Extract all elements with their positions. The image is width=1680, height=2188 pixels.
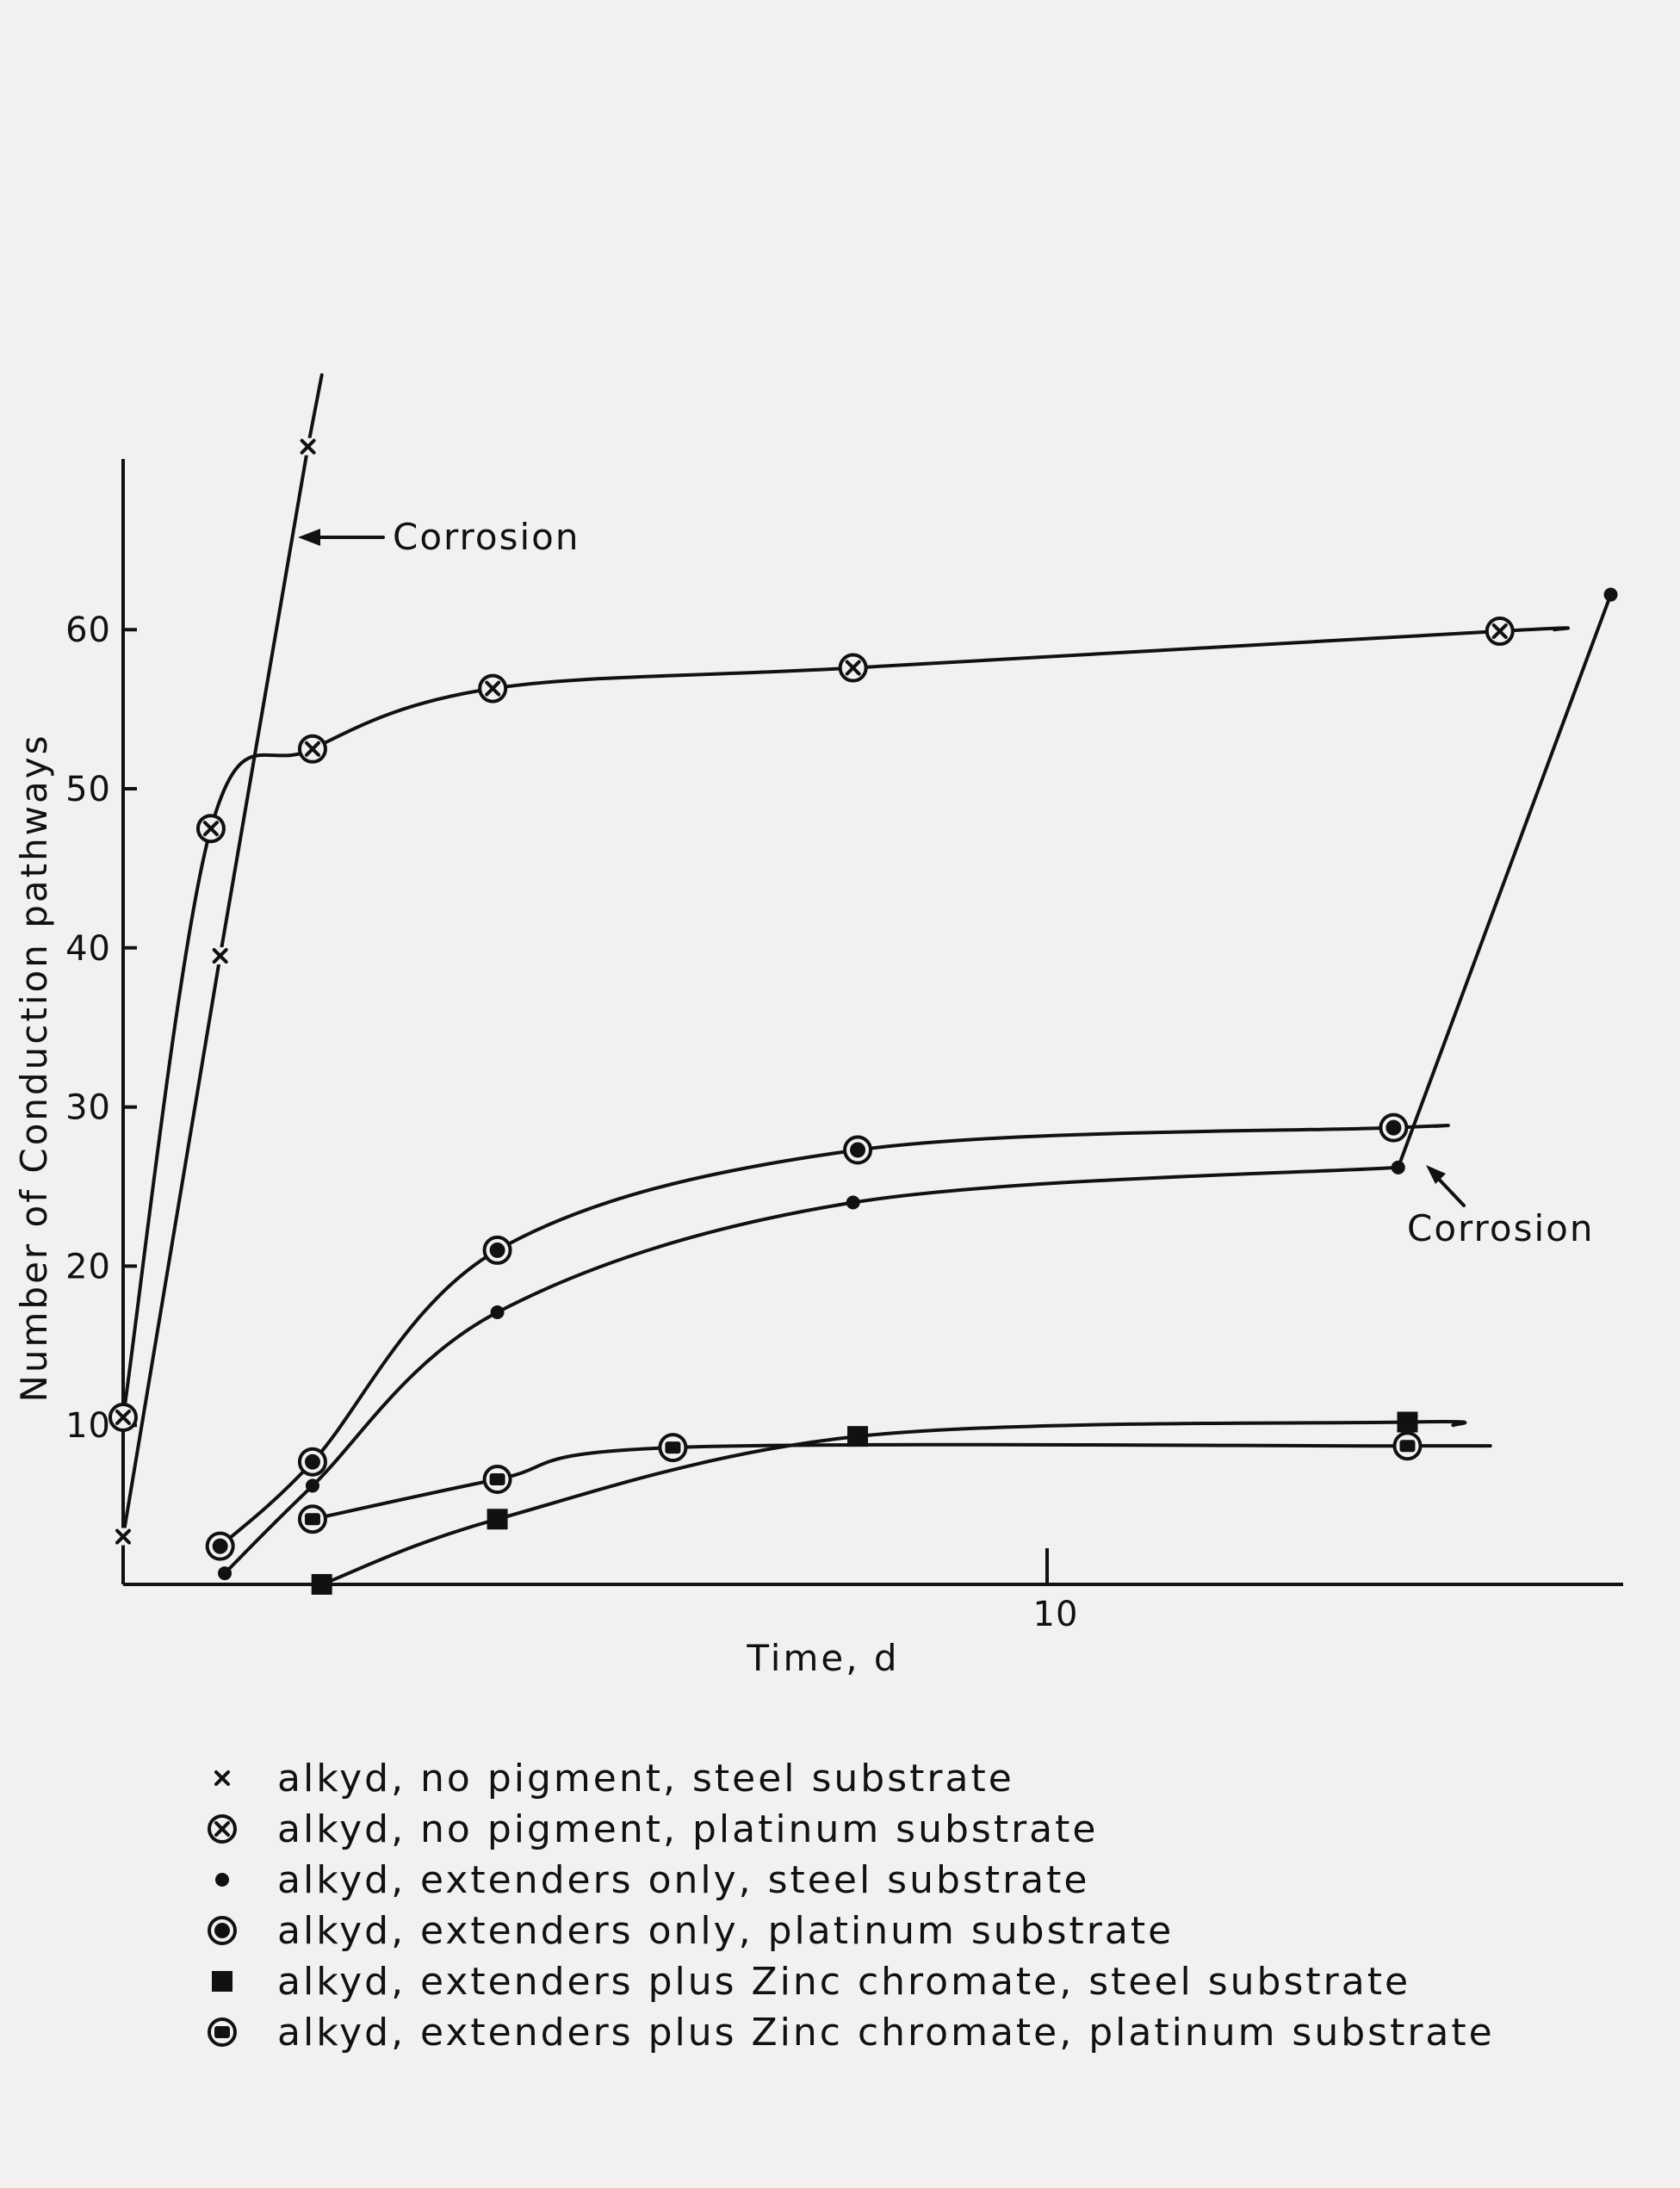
data-point-1-1: [195, 814, 226, 844]
y-tick-label: 40: [65, 929, 111, 969]
series-line-1: [121, 626, 1570, 1419]
legend-label-5: alkyd, extenders plus Zinc chromate, pla…: [277, 2011, 1495, 2055]
data-point-2-corrosion: [1603, 587, 1618, 602]
corrosion-annotation-2: Corrosion: [1407, 1207, 1594, 1249]
data-point-5-3: [1392, 1431, 1423, 1461]
data-point-5-2: [658, 1433, 688, 1463]
data-point-4-2: [847, 1426, 869, 1447]
data-point-5-1: [482, 1465, 512, 1495]
data-point-5-0: [297, 1504, 327, 1534]
legend-label-2: alkyd, extenders only, steel substrate: [277, 1858, 1089, 1902]
x-axis-title: Time, d: [746, 1637, 899, 1679]
data-point-2-0: [218, 1566, 232, 1581]
series-line-4: [319, 1419, 1467, 1586]
legend-marker-2: [215, 1873, 229, 1887]
data-point-1-2: [297, 734, 327, 764]
series-markers: [108, 437, 1618, 1595]
series-corrosion-line-2: [1396, 592, 1613, 1169]
data-point-3-2: [482, 1235, 512, 1265]
legend-marker-1: [208, 1814, 237, 1844]
data-point-2-3: [846, 1195, 860, 1210]
corrosion-arrow-head-2: [1426, 1165, 1446, 1184]
legend-marker-3: [208, 1916, 237, 1945]
data-point-0-2: [299, 437, 317, 456]
y-tick-label: 30: [65, 1088, 111, 1128]
series-line-2: [223, 1165, 1400, 1576]
legend-marker-4: [212, 1971, 232, 1992]
data-point-3-4: [1379, 1113, 1409, 1143]
corrosion-arrow-head-1: [298, 529, 320, 546]
axes: [121, 459, 1623, 1586]
data-point-2-1: [305, 1478, 319, 1493]
series-line-0: [121, 373, 324, 1539]
legend-marker-5: [208, 2018, 237, 2047]
corrosion-annotation-1: Corrosion: [393, 516, 580, 558]
y-axis-title: Number of Conduction pathways: [13, 733, 55, 1402]
data-point-2-4: [1391, 1160, 1405, 1175]
data-point-1-0: [108, 1402, 138, 1432]
series-line-5: [311, 1442, 1492, 1522]
data-point-2-2: [490, 1305, 505, 1319]
data-point-0-1: [211, 947, 229, 965]
data-point-1-5: [1485, 617, 1515, 647]
legend-label-4: alkyd, extenders plus Zinc chromate, ste…: [277, 1960, 1410, 2004]
y-tick-label: 20: [65, 1247, 111, 1286]
data-point-3-1: [297, 1447, 327, 1477]
data-point-4-1: [487, 1509, 508, 1530]
data-point-3-3: [843, 1135, 873, 1165]
legend-label-0: alkyd, no pigment, steel substrate: [277, 1757, 1014, 1801]
data-point-1-3: [478, 673, 508, 704]
y-tick-label: 10: [65, 1406, 111, 1446]
x-tick-label: 10: [1033, 1595, 1079, 1634]
legend-marker-0: [214, 1770, 231, 1787]
legend-label-3: alkyd, extenders only, platinum substrat…: [277, 1909, 1174, 1953]
series-line-3: [218, 1124, 1450, 1548]
y-tick-label: 50: [65, 770, 111, 809]
legend-label-1: alkyd, no pigment, platinum substrate: [277, 1807, 1098, 1851]
data-point-4-3: [1397, 1411, 1418, 1433]
legend: alkyd, no pigment, steel substrate alkyd,…: [208, 1757, 1495, 2055]
data-point-1-4: [838, 653, 868, 683]
data-point-3-0: [205, 1531, 235, 1561]
series-curves: [121, 373, 1613, 1586]
annotations: Corrosion Corrosion: [298, 516, 1594, 1249]
data-point-0-0: [115, 1528, 132, 1546]
ticks: 10 20 30 40 50 60 10: [65, 611, 1079, 1634]
data-point-4-0: [311, 1574, 332, 1595]
y-tick-label: 60: [65, 611, 111, 650]
